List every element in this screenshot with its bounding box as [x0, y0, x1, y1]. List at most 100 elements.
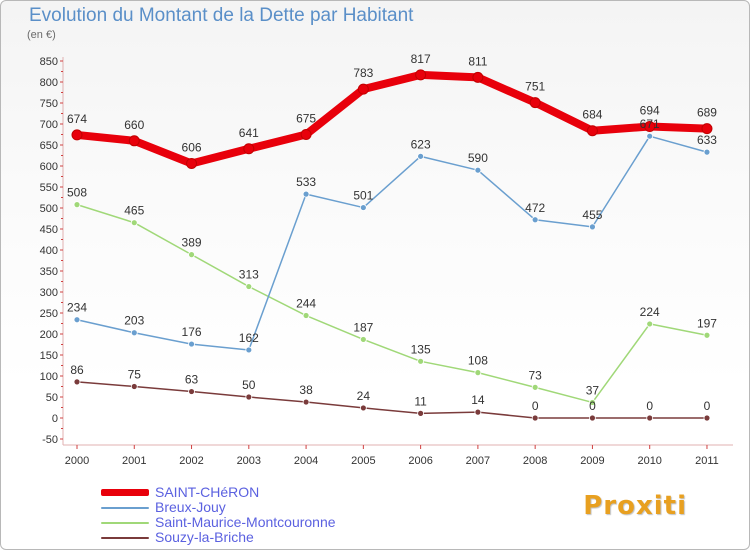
legend-label: Saint-Maurice-Montcouronne: [155, 514, 336, 530]
data-label: 674: [67, 112, 87, 126]
data-label: 313: [239, 268, 259, 282]
data-point: [188, 340, 195, 348]
data-label: 689: [697, 106, 717, 120]
data-point: [531, 383, 539, 391]
y-tick-label: 50: [46, 392, 58, 404]
y-tick-label: 550: [40, 182, 58, 194]
data-point: [188, 251, 195, 259]
y-tick-label: 0: [52, 413, 58, 425]
data-point: [589, 414, 596, 422]
data-point: [417, 409, 425, 417]
data-label: 162: [239, 331, 259, 345]
data-label: 86: [70, 363, 84, 377]
data-label: 533: [296, 175, 316, 189]
y-tick-label: 650: [40, 140, 58, 152]
data-point: [589, 223, 596, 231]
y-tick-label: 100: [40, 371, 58, 383]
data-point: [71, 129, 83, 141]
data-label: 641: [239, 126, 259, 140]
data-point: [186, 157, 198, 169]
legend-item-souzy-la-briche[interactable]: Souzy-la-Briche: [101, 529, 421, 545]
data-point: [300, 129, 312, 140]
y-tick-label: 700: [40, 119, 58, 131]
data-point: [302, 190, 310, 198]
data-point: [703, 148, 711, 156]
data-label: 73: [528, 368, 542, 382]
data-point: [646, 132, 654, 140]
data-label: 455: [582, 208, 602, 222]
data-label: 623: [411, 137, 431, 151]
data-point: [73, 378, 81, 386]
data-point: [245, 283, 253, 290]
data-label: 63: [185, 373, 199, 387]
data-label: 751: [525, 80, 545, 94]
data-label: 633: [697, 133, 717, 147]
data-point: [586, 125, 598, 137]
series-line: [76, 135, 708, 351]
x-tick-label: 2005: [351, 455, 375, 467]
y-tick-label: 750: [40, 98, 58, 110]
legend-label: Souzy-la-Briche: [155, 529, 254, 545]
data-label: 37: [586, 383, 600, 397]
y-tick-label: 300: [40, 287, 58, 299]
data-point: [474, 369, 482, 377]
x-tick-label: 2007: [466, 455, 490, 467]
legend-swatch: [101, 537, 149, 539]
series-line: [76, 203, 708, 404]
data-point: [245, 346, 253, 354]
data-label: 389: [182, 236, 202, 250]
data-point: [646, 414, 654, 422]
legend-swatch: [101, 507, 149, 509]
data-label: 197: [697, 316, 717, 330]
data-label: 590: [468, 151, 488, 165]
data-label: 684: [582, 108, 602, 122]
x-tick-label: 2011: [695, 455, 719, 467]
data-label: 675: [296, 112, 316, 126]
data-point: [644, 121, 656, 133]
data-point: [529, 97, 541, 109]
legend-item-saint-maurice-montcouronne[interactable]: Saint-Maurice-Montcouronne: [101, 514, 421, 530]
data-label: 176: [182, 325, 202, 339]
data-label: 508: [67, 186, 87, 200]
data-label: 0: [646, 399, 653, 413]
data-label: 0: [704, 399, 711, 413]
x-tick-label: 2006: [408, 455, 432, 467]
data-point: [703, 414, 711, 422]
data-label: 671: [640, 117, 660, 131]
data-point: [415, 69, 427, 81]
legend-item-saint-cheron[interactable]: SAINT-CHéRON: [101, 484, 421, 500]
data-point: [531, 414, 539, 422]
data-point: [531, 216, 539, 224]
x-tick-label: 2010: [637, 455, 661, 467]
data-point: [701, 123, 713, 135]
data-point: [130, 329, 138, 337]
x-tick-label: 2001: [122, 455, 146, 467]
data-label: 660: [124, 118, 144, 132]
data-point: [417, 152, 425, 160]
x-tick-label: 2000: [65, 455, 89, 467]
data-point: [130, 219, 138, 227]
series-line: [73, 70, 711, 168]
legend-item-breux-jouy[interactable]: Breux-Jouy: [101, 499, 421, 515]
data-label: 75: [128, 368, 142, 382]
y-tick-label: 150: [40, 350, 58, 362]
data-label: 817: [411, 52, 431, 66]
data-point: [703, 331, 711, 339]
data-point: [359, 404, 367, 412]
data-label: 187: [353, 320, 373, 334]
data-label: 694: [640, 104, 660, 118]
data-label: 501: [353, 189, 373, 203]
data-label: 224: [640, 305, 660, 319]
data-label: 203: [124, 314, 144, 328]
y-tick-label: 500: [40, 203, 58, 215]
data-label: 0: [589, 399, 596, 413]
y-tick-label: 350: [40, 266, 58, 278]
x-tick-label: 2009: [580, 455, 604, 467]
data-point: [243, 143, 255, 155]
data-point: [646, 320, 654, 328]
data-label: 0: [532, 399, 539, 413]
data-label: 38: [299, 383, 313, 397]
data-point: [128, 135, 140, 147]
